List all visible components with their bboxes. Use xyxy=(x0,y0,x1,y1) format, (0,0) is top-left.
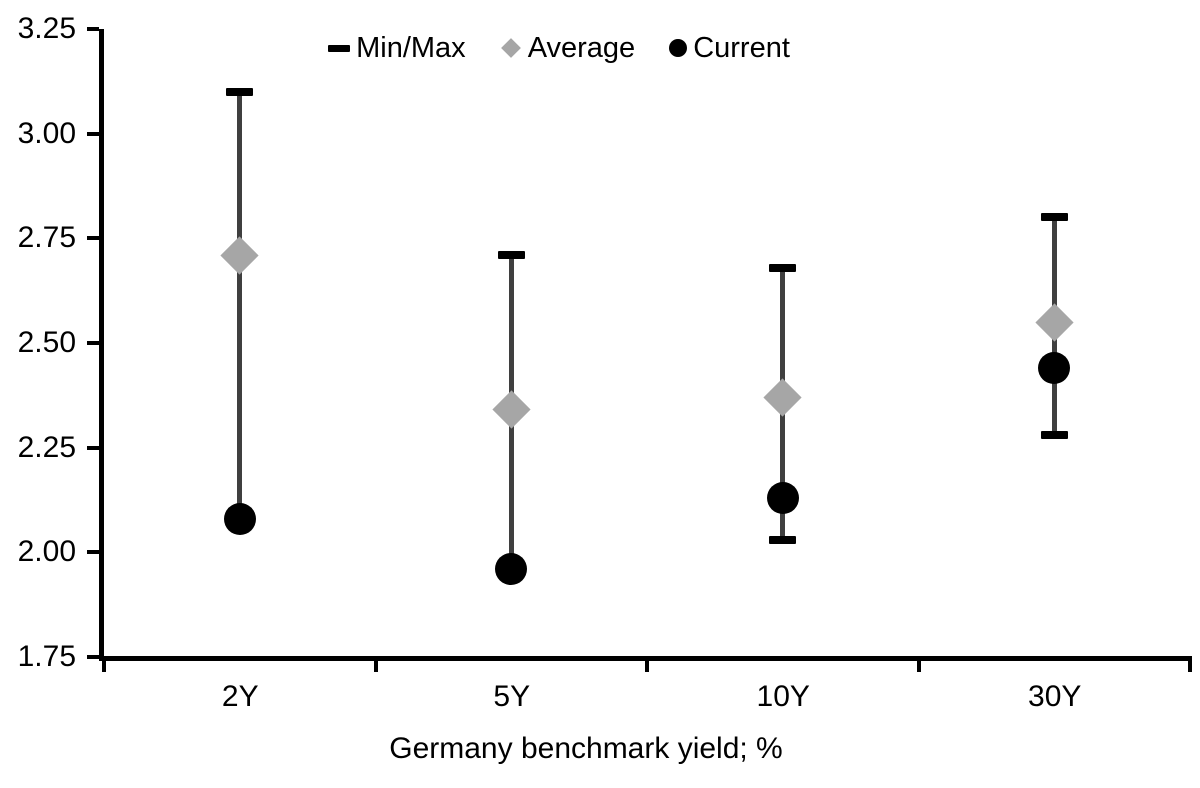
legend-item-average: Average xyxy=(500,30,636,66)
x-axis-line xyxy=(99,656,1192,661)
max-cap-2Y xyxy=(226,87,254,96)
legend-item-current: Current xyxy=(669,30,790,66)
legend-label-average: Average xyxy=(527,32,636,64)
min-cap-30Y xyxy=(1040,431,1068,440)
legend: Min/Max Average Current xyxy=(0,30,1118,66)
current-marker-30Y xyxy=(1038,352,1071,385)
x-tick-label: 5Y xyxy=(493,680,531,713)
x-tick-label: 10Y xyxy=(756,680,810,713)
y-tick xyxy=(87,27,99,31)
average-marker-30Y xyxy=(1035,302,1074,342)
x-tick xyxy=(373,661,378,672)
minmax-dash-icon xyxy=(328,44,351,52)
y-tick-label: 2.00 xyxy=(17,535,76,569)
min-cap-10Y xyxy=(769,535,797,544)
range-line-2Y xyxy=(237,91,243,519)
average-marker-2Y xyxy=(220,235,259,275)
y-tick-label: 2.75 xyxy=(17,221,76,255)
current-marker-5Y xyxy=(495,553,528,586)
y-tick xyxy=(87,655,99,659)
x-tick xyxy=(916,661,921,672)
y-tick-label: 2.50 xyxy=(17,326,76,359)
y-axis-line xyxy=(99,29,104,661)
average-marker-5Y xyxy=(492,390,531,430)
y-tick-label: 3.25 xyxy=(17,12,76,45)
legend-label-minmax: Min/Max xyxy=(356,32,466,64)
y-tick xyxy=(87,550,99,555)
y-tick-label: 3.00 xyxy=(17,116,76,150)
x-tick xyxy=(645,661,649,672)
x-tick-label: 2Y xyxy=(221,680,259,713)
max-cap-5Y xyxy=(497,251,525,260)
current-marker-2Y xyxy=(223,502,256,535)
x-axis-title: Germany benchmark yield; % xyxy=(389,732,783,765)
y-tick xyxy=(87,131,99,136)
x-tick-label: 30Y xyxy=(1028,680,1082,713)
current-circle-icon xyxy=(669,39,688,57)
y-tick-label: 2.25 xyxy=(17,430,76,464)
x-tick xyxy=(102,661,106,672)
average-marker-10Y xyxy=(763,378,802,417)
current-marker-10Y xyxy=(766,481,799,514)
max-cap-30Y xyxy=(1040,213,1068,222)
y-tick-label: 1.75 xyxy=(17,640,76,673)
max-cap-10Y xyxy=(769,263,797,272)
legend-label-current: Current xyxy=(693,32,790,64)
y-tick xyxy=(87,236,99,241)
x-tick xyxy=(1188,661,1192,672)
y-tick xyxy=(87,341,99,345)
legend-item-minmax: Min/Max xyxy=(328,30,466,66)
y-tick xyxy=(87,445,99,450)
